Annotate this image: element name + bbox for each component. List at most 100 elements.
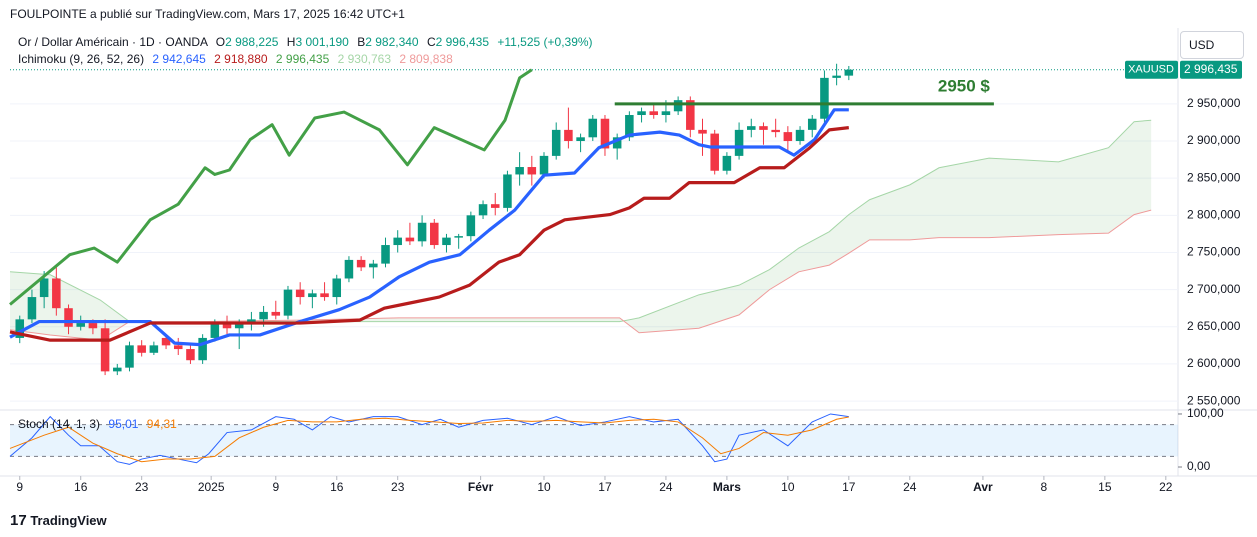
candle-body <box>551 129 561 156</box>
ichimoku-value: 2 996,435 <box>275 52 330 66</box>
candle-body <box>698 129 707 134</box>
y-tick-label: 2 900,000 <box>1187 133 1241 147</box>
candle-body <box>722 155 732 171</box>
level-label: 2950 $ <box>938 76 991 95</box>
candle-body <box>173 345 183 350</box>
x-tick-label: 8 <box>1041 480 1048 494</box>
candle-body <box>430 222 439 246</box>
candle-body <box>308 293 317 298</box>
candle-body <box>64 308 73 327</box>
x-tick-label: 10 <box>781 480 795 494</box>
x-tick-label: 16 <box>330 480 344 494</box>
currency[interactable]: USD <box>1180 31 1244 59</box>
candle-body <box>442 237 451 246</box>
candle-body <box>137 345 146 353</box>
x-tick-label: 2025 <box>198 480 225 494</box>
price-tag-box <box>1180 60 1242 79</box>
y-tick-label: 2 600,000 <box>1187 356 1241 370</box>
ichimoku-base <box>9 126 849 342</box>
candle-body <box>661 111 671 116</box>
publisher: FOULPOINTE a publié sur TradingView.com,… <box>10 7 405 21</box>
stoch-label: Stoch (14, 1, 3) <box>18 417 101 431</box>
ohlc-value: 2 996,435 <box>435 35 490 49</box>
stoch-line <box>9 416 849 463</box>
candle-body <box>759 126 768 130</box>
symbol-tag-box <box>1125 60 1178 79</box>
candle-body <box>564 129 573 142</box>
y-tick-label: 100,00 <box>1187 406 1224 420</box>
symbol-legend: Or / Dollar Américain · 1D · OANDA O2 98… <box>18 35 593 49</box>
candle-body <box>198 337 207 361</box>
candle-body <box>332 278 342 298</box>
cloud <box>10 120 1152 341</box>
x-tick-label: 23 <box>391 480 405 494</box>
candle-body <box>15 319 25 338</box>
x-tick-label: 17 <box>598 480 612 494</box>
ohlc-value: 3 001,190 <box>295 35 349 49</box>
candle-body <box>100 328 110 372</box>
candle-body <box>356 259 366 268</box>
candle-body <box>466 215 476 237</box>
ohlc-key: O <box>215 35 226 49</box>
candle-body <box>222 323 232 329</box>
candle-body <box>320 293 329 298</box>
candle-body <box>686 100 695 130</box>
x-tick-label: 22 <box>1159 480 1173 494</box>
ohlc-key: B <box>357 35 366 49</box>
candle-body <box>490 204 500 208</box>
x-tick-label: 15 <box>1098 480 1112 494</box>
candle-body <box>771 129 780 133</box>
x-tick-label: 23 <box>135 480 149 494</box>
ichimoku-value: 2 942,645 <box>152 52 206 66</box>
candle-body <box>76 323 85 327</box>
candle-body <box>515 167 524 175</box>
candle-body <box>734 129 744 156</box>
candle-body <box>795 129 805 142</box>
candle-body <box>588 118 598 138</box>
y-tick-label: 2 650,000 <box>1187 319 1241 333</box>
candle-body <box>39 278 49 298</box>
candle-body <box>393 237 402 246</box>
candle-body <box>405 237 415 242</box>
candle-body <box>600 118 610 149</box>
candle-body <box>161 337 171 346</box>
symbol-tag: XAUUSD <box>1128 64 1174 76</box>
candle-body <box>125 345 134 368</box>
candle-body <box>637 111 646 116</box>
footer-logo: 17 TradingView <box>10 512 107 529</box>
x-tick-label: 17 <box>842 480 856 494</box>
x-tick-label: Avr <box>973 480 993 494</box>
candle-body <box>381 245 390 264</box>
stoch-value: 94,31 <box>146 417 177 431</box>
candle-body <box>295 289 305 298</box>
x-tick-label: 10 <box>537 480 551 494</box>
stoch-value: 95,01 <box>108 417 139 431</box>
ichimoku-label: Ichimoku (9, 26, 52, 26) <box>18 52 145 66</box>
candle-body <box>527 167 537 175</box>
y-tick-label: 2 950,000 <box>1187 96 1241 110</box>
price-tag: 2 996,435 <box>1184 62 1238 76</box>
x-tick-label: Mars <box>713 480 741 494</box>
ichimoku-legend: Ichimoku (9, 26, 52, 26) 2 942,645 2 918… <box>18 52 453 66</box>
x-tick-label: 24 <box>659 480 673 494</box>
y-tick-label: 2 550,000 <box>1187 393 1241 407</box>
candle-body <box>149 345 159 353</box>
change: +11,525 (+0,39%) <box>497 35 593 49</box>
candle-body <box>88 323 98 329</box>
candle-body <box>454 236 463 238</box>
candle-body <box>234 323 244 329</box>
candle-body <box>783 132 793 142</box>
stoch-legend: Stoch (14, 1, 3) 95,01 94,31 <box>18 417 177 431</box>
ichimoku-lagging <box>9 68 533 306</box>
candle-body <box>271 311 281 316</box>
candle-body <box>283 289 293 316</box>
candle-body <box>710 133 719 171</box>
candle-body <box>649 111 659 116</box>
candle-body <box>844 69 854 76</box>
candle-body <box>503 174 512 208</box>
candle-body <box>113 367 122 372</box>
ohlc-value: 2 982,340 <box>365 35 419 49</box>
footer: TradingView <box>30 513 107 528</box>
